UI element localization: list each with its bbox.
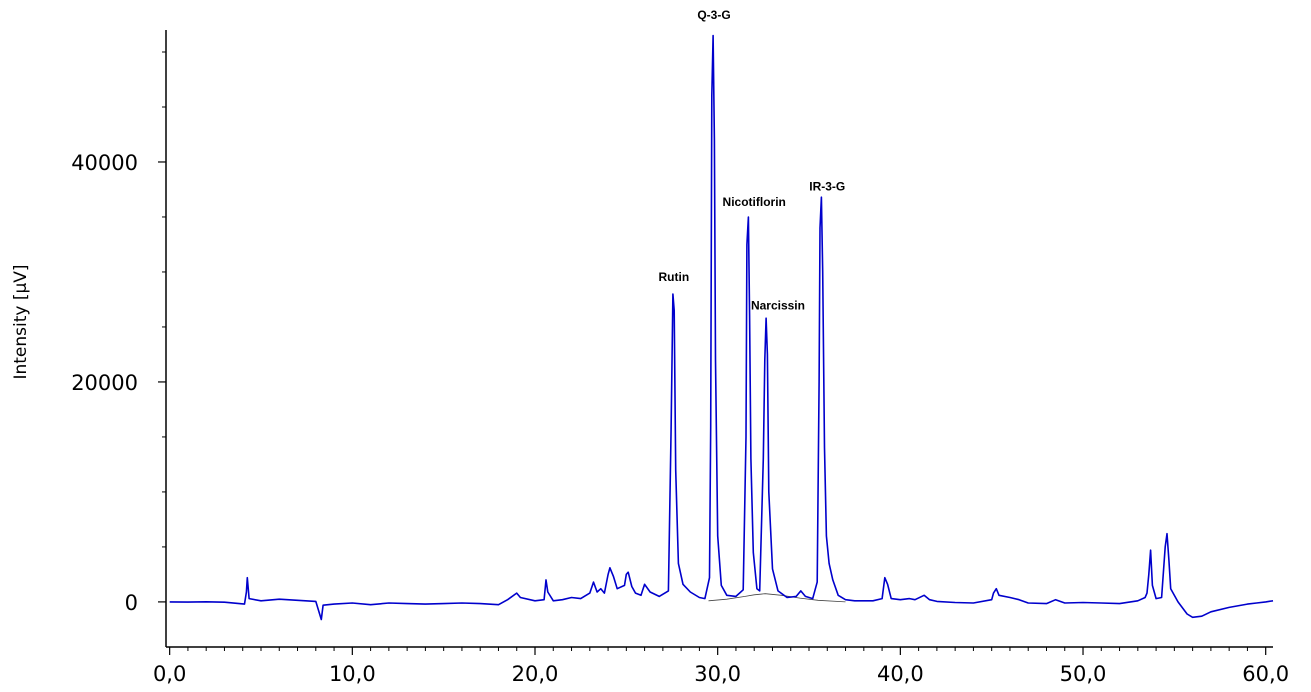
- peak-label: Rutin: [659, 270, 690, 284]
- series: [169, 34, 1274, 621]
- y-tick-label: 40000: [71, 151, 138, 175]
- y-tick-label: 0: [125, 591, 138, 615]
- chromatogram-trace-line: [169, 34, 1274, 621]
- peak-label: Q-3-G: [697, 8, 730, 22]
- peak-label: Nicotiflorin: [723, 195, 786, 209]
- y-tick-label: 20000: [71, 371, 138, 395]
- peak-label: Narcissin: [751, 298, 805, 312]
- x-tick-label: 60,0: [1242, 662, 1289, 686]
- peak-annotations: Rutin Q-3-G Nicotiflorin Narcissin IR-3-G: [659, 8, 846, 312]
- ticks: 0,0 10,0 20,0 30,0 40,0 50,0 60,0 0 20000 40000: [71, 51, 1289, 686]
- x-tick-label: 30,0: [694, 662, 741, 686]
- x-tick-label: 0,0: [153, 662, 186, 686]
- peak-label: IR-3-G: [809, 180, 845, 194]
- x-tick-label: 10,0: [329, 662, 376, 686]
- integration-baseline-line: [708, 593, 846, 603]
- y-axis-title: Intensity [µV]: [11, 264, 31, 379]
- axes: [165, 30, 1273, 648]
- peak-baseline: [708, 593, 846, 603]
- x-tick-label: 20,0: [512, 662, 559, 686]
- x-tick-label: 50,0: [1060, 662, 1107, 686]
- x-tick-label: 40,0: [877, 662, 924, 686]
